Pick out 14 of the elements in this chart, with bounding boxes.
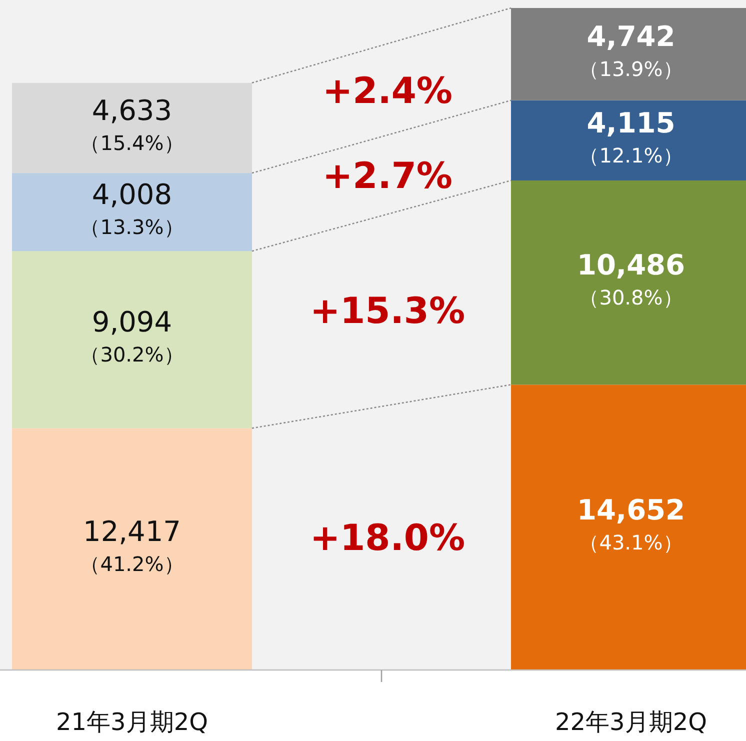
- annotation: +15.3%: [310, 291, 466, 332]
- data-label: 4,008 （13.3%）: [80, 178, 184, 240]
- annotation: +2.4%: [322, 71, 453, 112]
- data-label: 12,417 （41.2%）: [80, 515, 184, 576]
- data-label: 9,094 （30.2%）: [80, 306, 184, 367]
- x-tick-label: 22年3月期2Q: [555, 708, 707, 736]
- annotation: +2.7%: [322, 156, 453, 198]
- data-label: 4,115 （12.1%）: [579, 106, 683, 168]
- data-label: 4,633 （15.4%）: [80, 94, 184, 155]
- data-label: 10,486 （30.8%）: [576, 248, 686, 310]
- x-tick-label: 21年3月期2Q: [56, 708, 208, 736]
- data-label: 4,742 （13.9%）: [579, 20, 683, 82]
- annotation: +18.0%: [310, 518, 466, 560]
- data-label: 14,652 （43.1%）: [576, 493, 686, 554]
